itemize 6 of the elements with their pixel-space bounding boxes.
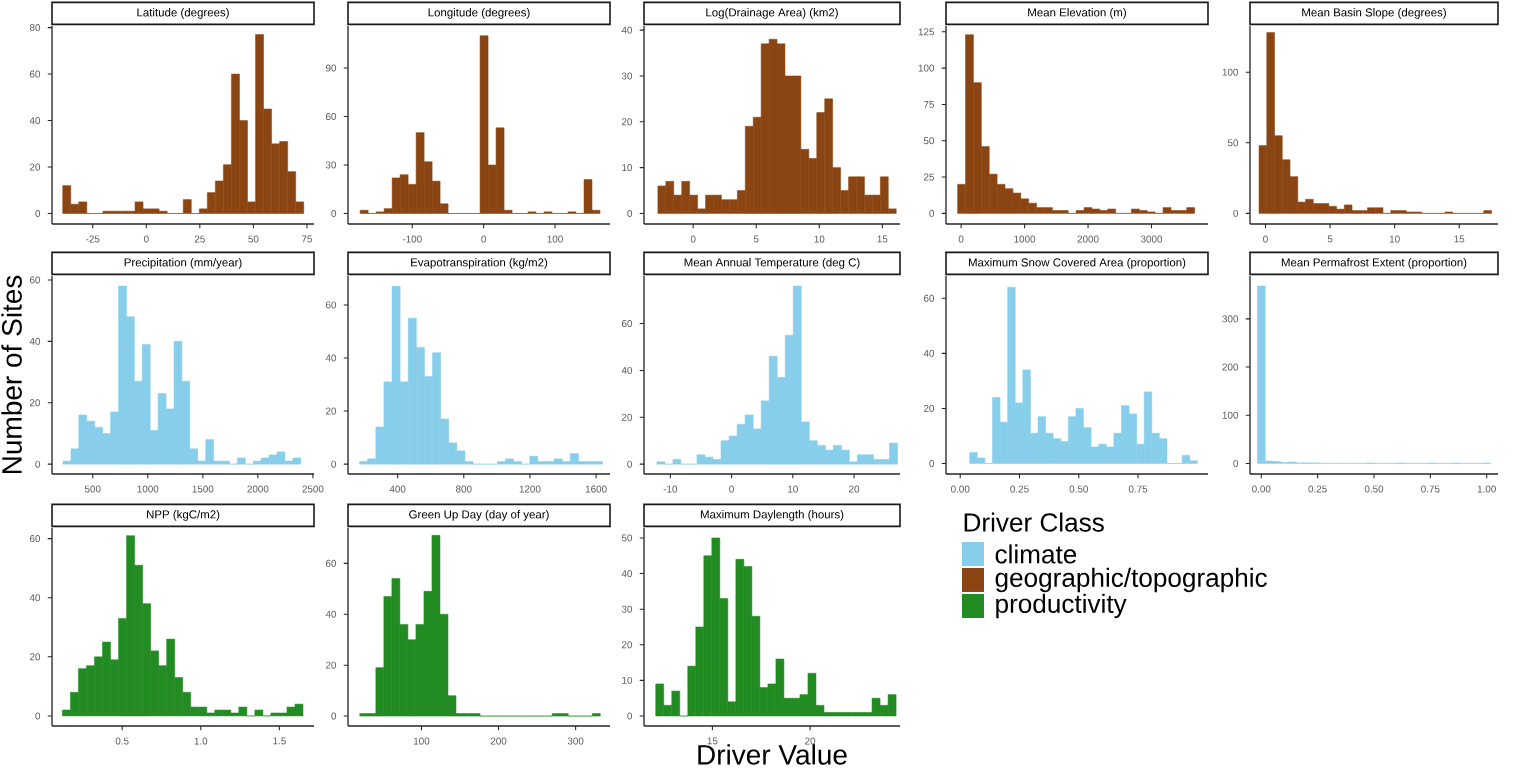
y-axis-title: Number of Sites — [1, 275, 22, 474]
legend-title: Driver Class — [964, 512, 1104, 532]
x-axis-title: Driver Value — [698, 744, 847, 765]
legend-label: geographic/topographic — [995, 567, 1267, 593]
legend-label: climate — [995, 544, 1077, 564]
legend-label: productivity — [996, 593, 1127, 619]
